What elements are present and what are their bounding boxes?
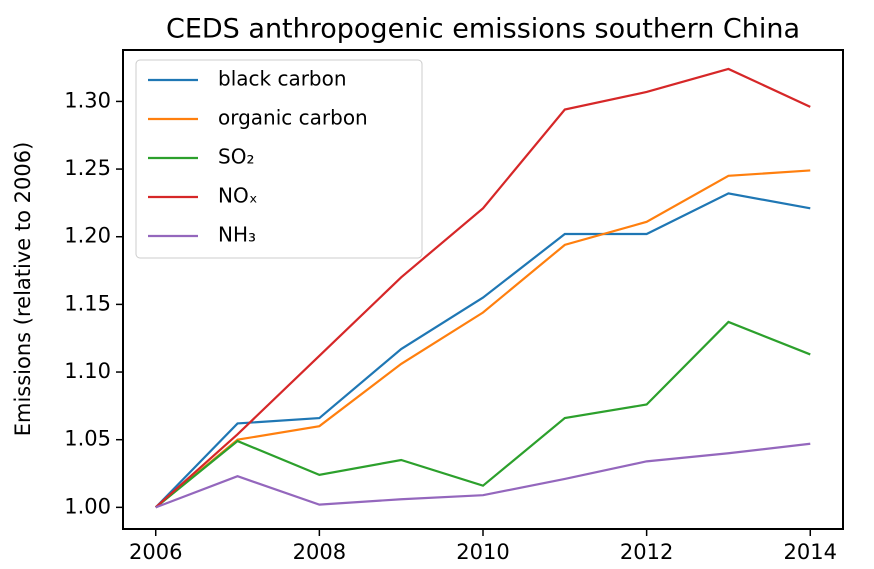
y-tick-label: 1.20 — [64, 224, 111, 248]
x-tick-label: 2008 — [293, 540, 346, 564]
series-line — [155, 169, 811, 509]
x-tick-label: 2010 — [456, 540, 509, 564]
plot-frame — [122, 49, 844, 530]
x-tick-label: 2012 — [620, 540, 673, 564]
legend-label: black carbon — [218, 67, 347, 91]
y-tick-label: 1.05 — [64, 427, 111, 451]
legend-label: SO₂ — [218, 145, 254, 169]
legend: black carbon organic carbon SO₂ NOₓ NH₃ — [135, 59, 423, 259]
legend-label: NH₃ — [218, 223, 256, 247]
y-tick-label: 1.15 — [64, 291, 111, 315]
y-tick-label: 1.25 — [64, 156, 111, 180]
chart-title: CEDS anthropogenic emissions southern Ch… — [166, 14, 800, 45]
x-tick-label: 2006 — [129, 540, 182, 564]
x-tick-label: 2014 — [784, 540, 837, 564]
series-line — [155, 442, 811, 509]
y-tick-label: 1.30 — [64, 88, 111, 112]
legend-label: organic carbon — [218, 106, 368, 130]
series-line — [154, 192, 811, 509]
y-tick-label: 1.10 — [64, 359, 111, 383]
series-line — [155, 320, 811, 509]
series-line — [154, 67, 811, 509]
legend-label: NOₓ — [218, 184, 258, 208]
y-tick-label: 1.00 — [64, 494, 111, 518]
legend-box — [135, 59, 423, 259]
y-axis-label: Emissions (relative to 2006) — [11, 142, 35, 437]
